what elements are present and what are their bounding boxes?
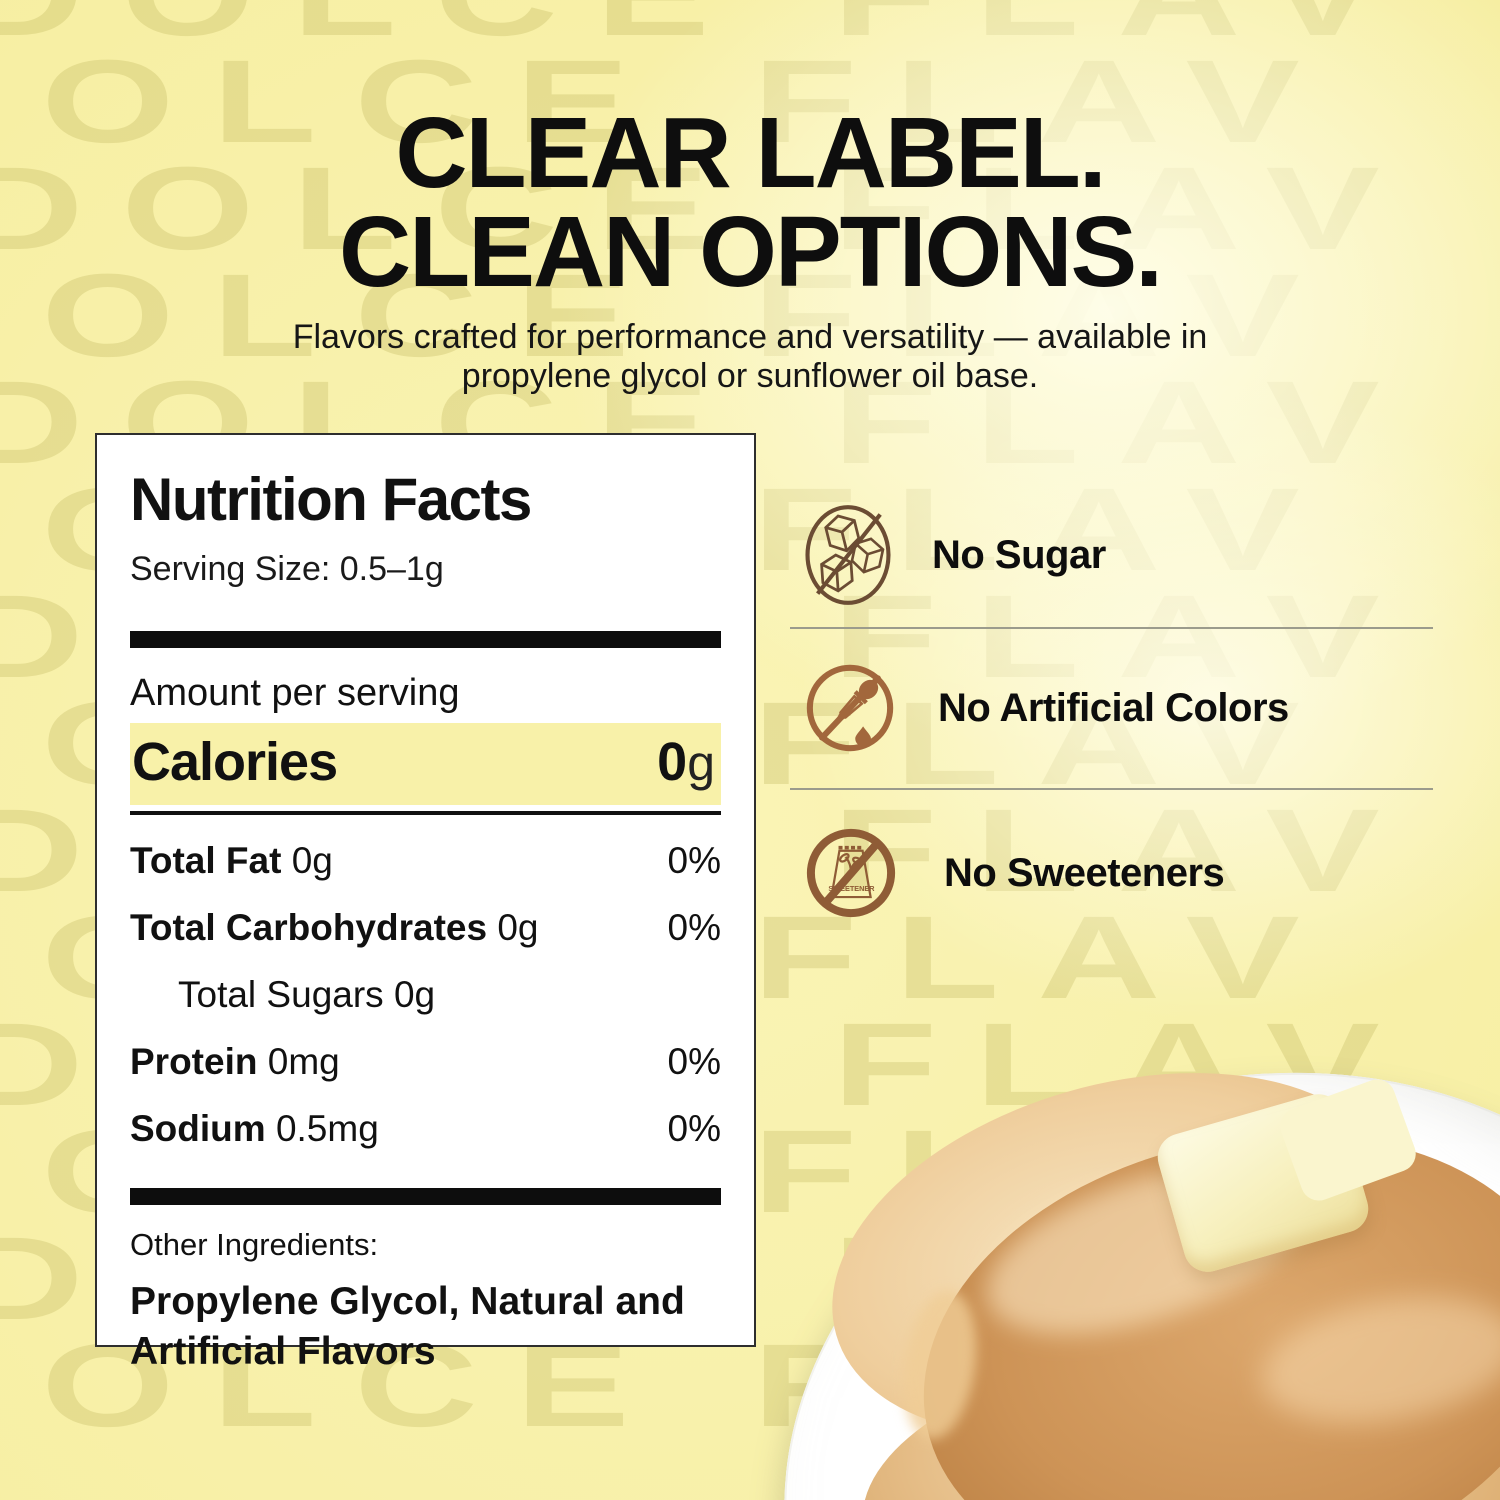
divider-bar [130, 631, 721, 648]
nutrient-daily-percent: 0% [667, 840, 721, 881]
nutrient-name-value: Total Fat 0g [130, 840, 333, 881]
nutrient-name-value: Total Sugars 0g [178, 974, 436, 1015]
nutrient-daily-percent: 0% [667, 907, 721, 948]
feature-label: No Sugar [932, 532, 1106, 577]
feature-no-sweeteners: SWEETENER No Sweeteners [802, 820, 1447, 926]
nutrient-name-value: Protein 0mg [130, 1041, 340, 1082]
nutrient-row: Total Carbohydrates 0g 0% [130, 907, 721, 949]
nutrient-row: Total Sugars 0g [130, 974, 721, 1016]
divider-rule [130, 811, 721, 815]
feature-divider [790, 627, 1433, 629]
subtitle-line1: Flavors crafted for performance and vers… [292, 318, 1208, 356]
no-sugar-icon [805, 505, 891, 605]
subtitle-line2: propylene glycol or sunflower oil base. [461, 357, 1039, 395]
nutrition-facts-panel: Nutrition Facts Serving Size: 0.5–1g Amo… [95, 433, 756, 1373]
calories-row: Calories 0g [130, 723, 721, 805]
page-title-line1: CLEAR LABEL. [395, 97, 1106, 209]
no-artificial-colors-icon [806, 664, 894, 752]
no-sweeteners-icon: SWEETENER [806, 828, 896, 918]
divider-bar [130, 1188, 721, 1205]
page-title-line2: CLEAN OPTIONS. [338, 196, 1163, 308]
watermark-text-row: DOLCE FLAV [0, 1434, 1500, 1442]
other-ingredients-value: Propylene Glycol, Natural and Artificial… [130, 1280, 685, 1373]
feature-no-artificial-colors: No Artificial Colors [802, 658, 1447, 758]
serving-size: Serving Size: 0.5–1g [130, 550, 444, 588]
other-ingredients-label: Other Ingredients: [130, 1227, 379, 1262]
feature-label: No Sweeteners [944, 850, 1225, 895]
nutrient-name-value: Sodium 0.5mg [130, 1108, 379, 1149]
amount-per-serving: Amount per serving [130, 672, 460, 714]
feature-no-sugar: No Sugar [802, 496, 1447, 614]
nutrient-daily-percent: 0% [667, 1041, 721, 1082]
nutrient-row: Total Fat 0g 0% [130, 840, 721, 882]
subtitle: Flavors crafted for performance and vers… [0, 318, 1500, 396]
nutrient-row: Protein 0mg 0% [130, 1041, 721, 1083]
nutrient-daily-percent: 0% [667, 1108, 721, 1149]
header: CLEAR LABEL. CLEAN OPTIONS. Flavors craf… [0, 97, 1500, 396]
sweetener-packet-text: SWEETENER [828, 884, 875, 893]
calories-label: Calories [132, 732, 338, 792]
feature-label: No Artificial Colors [938, 685, 1289, 730]
nutrient-rows: Total Fat 0g 0% Total Carbohydrates 0g 0% To… [130, 840, 721, 1150]
feature-divider [790, 788, 1433, 790]
nutrient-row: Sodium 0.5mg 0% [130, 1108, 721, 1150]
calories-value: 0g [657, 732, 715, 792]
nutrition-facts-title: Nutrition Facts [130, 466, 532, 533]
nutrient-name-value: Total Carbohydrates 0g [130, 907, 539, 948]
